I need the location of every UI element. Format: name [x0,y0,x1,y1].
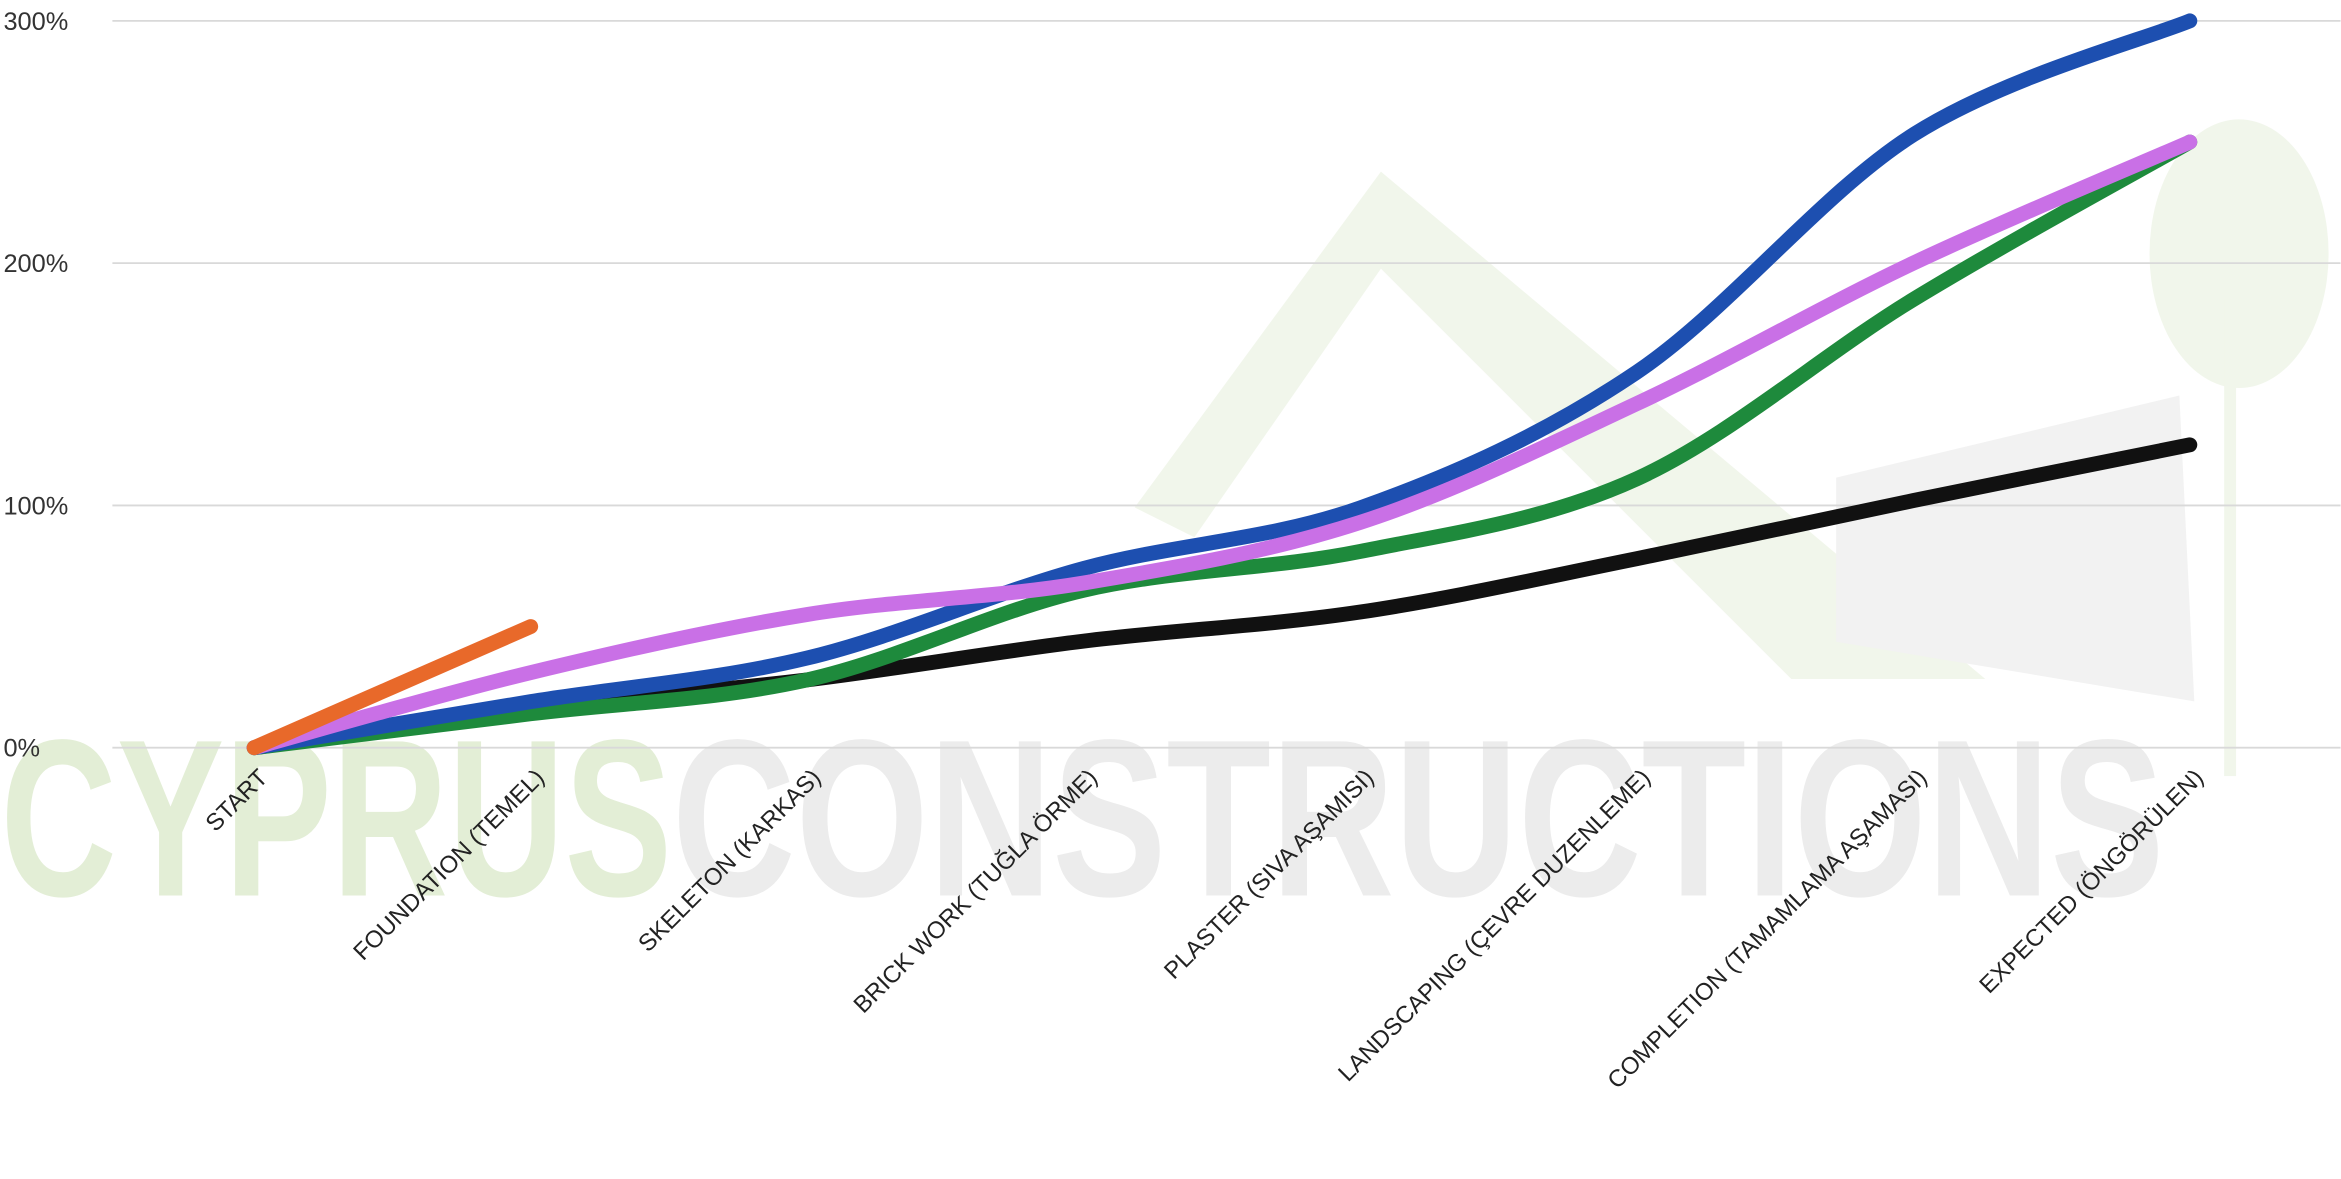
y-tick-label: 100% [3,492,68,520]
series-line [246,13,2198,756]
y-tick-label: 0% [3,735,40,763]
y-tick-label: 200% [3,250,68,278]
series-line [246,619,539,756]
watermark-text: CONSTRUCTIONS [672,693,2164,943]
series-line [246,134,2198,756]
series-line [246,134,2198,756]
y-tick-label: 300% [3,8,68,36]
